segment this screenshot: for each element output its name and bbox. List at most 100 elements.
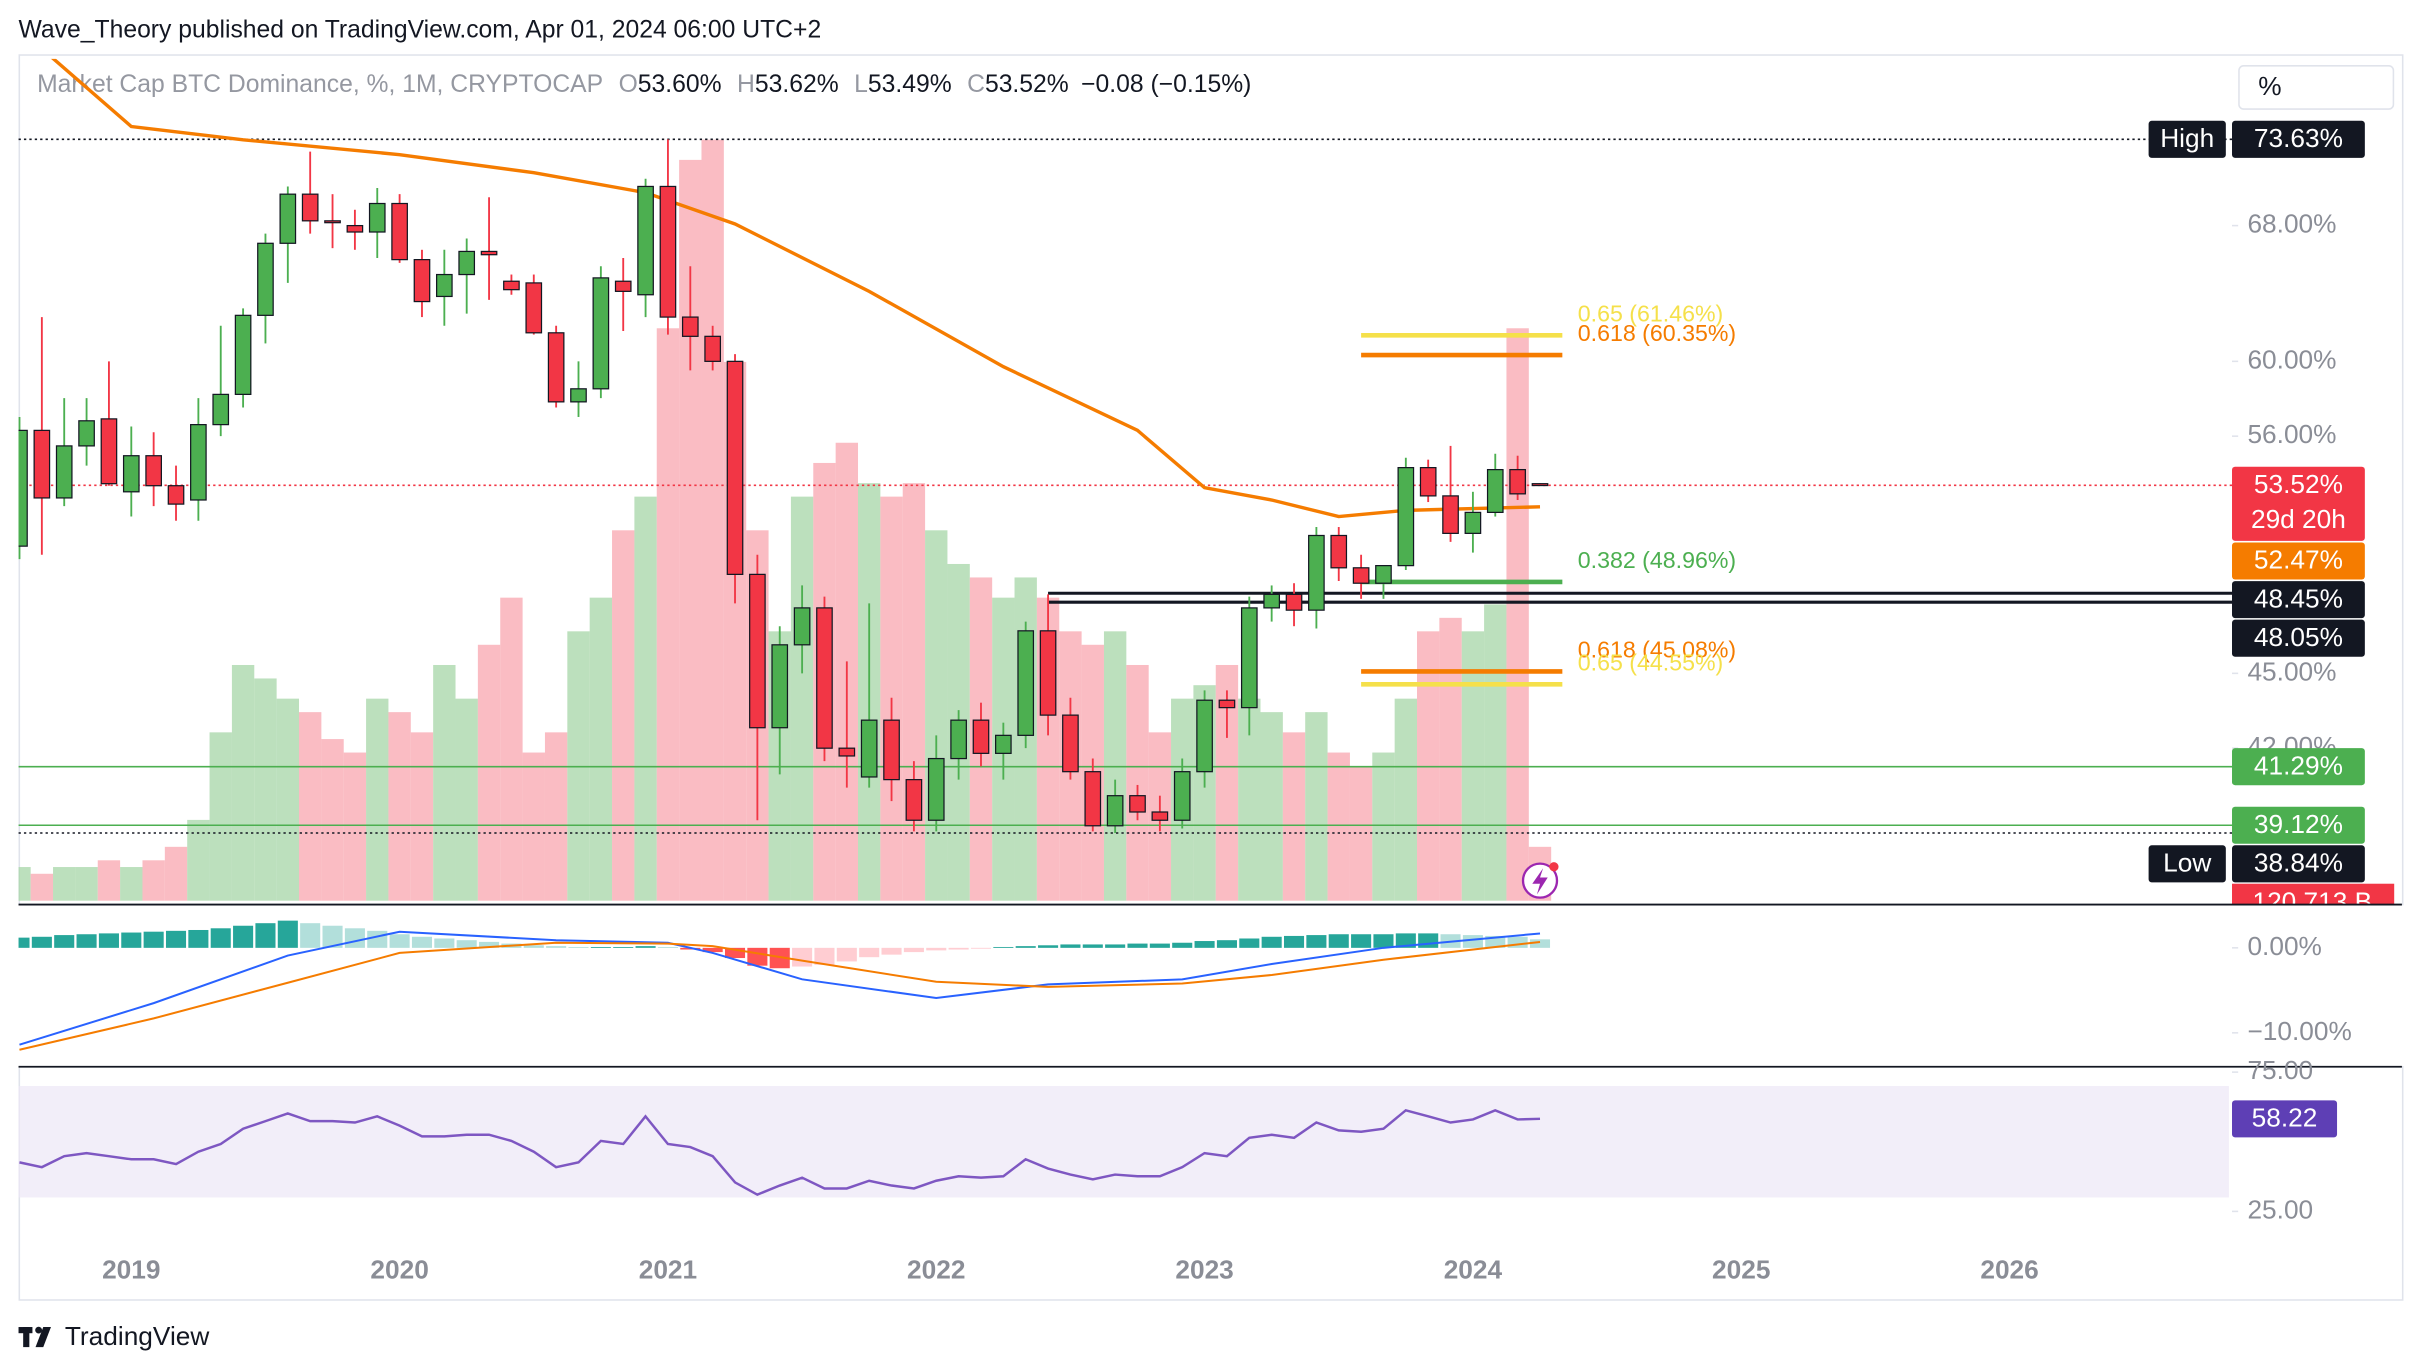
price-tag-bg <box>2148 120 2226 158</box>
candle-body <box>1017 630 1035 736</box>
x-tick-label: 2025 <box>1712 1254 1770 1284</box>
candle-body <box>1285 593 1303 611</box>
legend-value: 53.49% <box>868 71 952 98</box>
price-label-bg <box>2232 120 2365 158</box>
x-tick-label: 2026 <box>1980 1254 2038 1284</box>
histogram-bar <box>590 946 611 948</box>
fib-label: 0.618 (45.08%) <box>1578 636 1736 662</box>
candle-body <box>883 719 900 781</box>
x-tick-label: 2023 <box>1175 1254 1233 1284</box>
volume-bar <box>231 664 255 901</box>
candle-body <box>1375 564 1392 584</box>
candle-body <box>1106 795 1124 827</box>
histogram-bar <box>76 934 97 948</box>
candle-body <box>816 607 833 749</box>
logo: TradingView <box>18 1321 210 1351</box>
histogram-bar <box>1462 935 1483 948</box>
volume-bar <box>30 873 54 901</box>
volume-bar <box>366 698 389 901</box>
x-tick-label: 2024 <box>1444 1254 1503 1284</box>
candle-body <box>503 280 520 291</box>
histogram-bar <box>859 947 880 958</box>
volume-bar <box>634 496 657 901</box>
alert-bolt <box>1532 868 1548 895</box>
volume-bar <box>254 678 277 901</box>
volume-bar <box>1126 664 1149 901</box>
volume-bar <box>1238 698 1261 901</box>
price-label-bg <box>2232 581 2365 619</box>
histogram-bar <box>411 936 433 948</box>
histogram-bar <box>1351 934 1372 948</box>
histogram-bar <box>1216 940 1237 948</box>
histogram-bar <box>635 946 656 948</box>
histogram-bar <box>881 947 902 955</box>
price-tag: Low <box>2163 848 2212 878</box>
candle-body <box>659 185 677 318</box>
histogram-bar <box>724 947 746 959</box>
price-label: 39.12% <box>2254 809 2343 839</box>
candle-body <box>413 259 431 303</box>
volume-bar <box>388 712 411 901</box>
histogram-bar <box>948 947 969 950</box>
candle-body <box>704 335 722 362</box>
candle-body <box>1330 534 1348 569</box>
price-label: 48.45% <box>2254 583 2343 613</box>
volume-bar <box>209 732 232 901</box>
histogram-bar <box>18 937 30 948</box>
histogram-bar <box>300 923 321 948</box>
candle-body <box>212 393 230 426</box>
histogram-bar <box>31 936 52 948</box>
histogram-bar <box>98 933 119 948</box>
candle-body <box>592 277 610 390</box>
candle-body <box>1129 795 1146 813</box>
histogram-bar <box>1127 943 1148 948</box>
price-label: 41.29% <box>2254 750 2343 780</box>
candle-body <box>458 250 476 276</box>
candle-body <box>1509 468 1526 495</box>
y-tick-label: 60.00% <box>2247 344 2336 374</box>
candle-body <box>78 420 95 447</box>
scale-mode[interactable]: % <box>2258 71 2281 101</box>
y-tick-label: 45.00% <box>2247 656 2336 686</box>
candle-body <box>681 316 699 337</box>
candle-body <box>279 193 297 244</box>
histogram-bar <box>210 928 231 948</box>
volume-bar <box>321 739 344 901</box>
scale-mode-button[interactable] <box>2238 65 2395 110</box>
histogram-bar <box>1373 934 1394 948</box>
candle-body <box>391 202 408 261</box>
main-pane: 0.65 (61.46%)0.618 (60.35%) 0.382 (48.96%… <box>18 58 2233 901</box>
histogram-bar <box>1015 946 1036 948</box>
histogram-bar <box>479 941 500 948</box>
candle-body <box>1039 630 1057 716</box>
alert-icon <box>1521 862 1559 899</box>
volume-bar <box>1484 604 1507 901</box>
candle-body <box>1352 567 1370 584</box>
candle-body <box>18 429 28 547</box>
histogram-bar <box>546 946 567 948</box>
volume-bar <box>142 860 165 901</box>
volume-bar <box>790 496 814 901</box>
y-tick-label: −10.00% <box>2247 1016 2351 1046</box>
histogram-bar <box>702 947 723 953</box>
histogram-bar <box>1395 933 1416 948</box>
candle-body <box>1531 483 1549 487</box>
volume-bar <box>343 752 367 901</box>
rsi-band <box>18 1086 2229 1198</box>
logo-mark <box>23 1327 30 1348</box>
legend-change: −0.08 (−0.15%) <box>1081 71 1251 98</box>
candle-body <box>860 719 878 778</box>
histogram-bar <box>1149 943 1170 948</box>
logo-mark <box>35 1326 43 1334</box>
histogram-bar <box>121 932 142 948</box>
legend-value: 53.62% <box>755 71 839 98</box>
histogram-bar <box>1507 936 1528 948</box>
candle-body <box>950 719 967 760</box>
histogram-bar <box>54 935 75 948</box>
volume-bar <box>477 644 501 901</box>
histogram-bar <box>233 925 254 948</box>
rsi-value-label: 58.22 <box>2252 1103 2318 1133</box>
histogram-bar <box>836 947 857 962</box>
